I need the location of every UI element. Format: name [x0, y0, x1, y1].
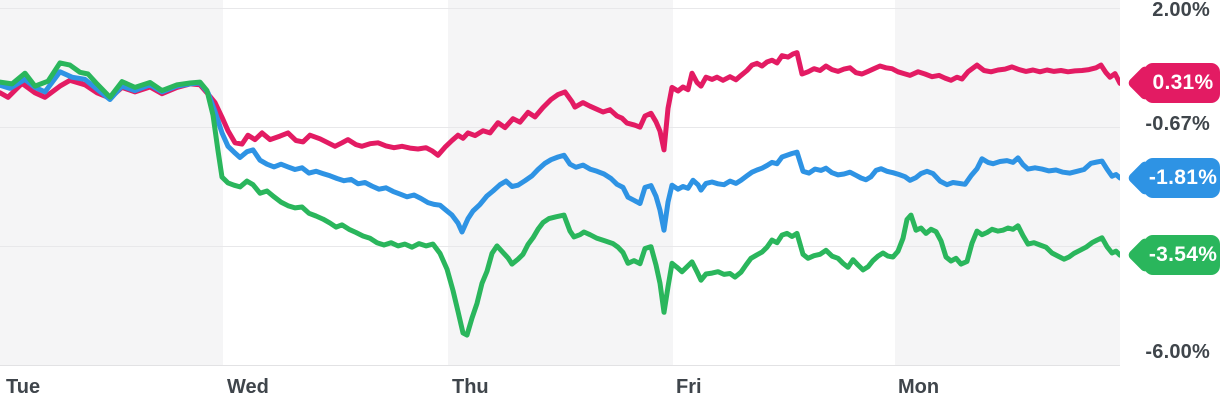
series-blue-line	[0, 69, 1120, 235]
y-tick--6.00: -6.00%	[1145, 341, 1210, 363]
day-band-mon	[895, 0, 1120, 365]
badge-value: 0.31%	[1152, 71, 1214, 94]
series-pink-line	[0, 50, 1120, 158]
x-tick-thu: Thu	[452, 376, 489, 398]
series-badge-blue: -1.81%	[1126, 158, 1220, 198]
series-badge-green: -3.54%	[1126, 235, 1220, 275]
badge-value: -3.54%	[1148, 243, 1218, 266]
badge-value: -1.81%	[1148, 166, 1218, 189]
series-green-line	[0, 60, 1120, 338]
day-band-tue	[0, 0, 223, 365]
y-tick--0.67: -0.67%	[1145, 113, 1210, 135]
badge-body	[1144, 235, 1220, 275]
x-tick-wed: Wed	[227, 376, 269, 398]
day-band-thu	[448, 0, 673, 365]
chart-plot[interactable]	[0, 0, 1120, 366]
badge-body	[1144, 158, 1220, 198]
y-tick-2.00: 2.00%	[1152, 0, 1210, 21]
series-badge-pink: 0.31%	[1126, 63, 1220, 103]
x-tick-tue: Tue	[6, 376, 41, 398]
badge-body	[1144, 63, 1220, 103]
x-tick-mon: Mon	[898, 376, 940, 398]
x-tick-fri: Fri	[676, 376, 702, 398]
chart-plot-area[interactable]	[0, 0, 1120, 366]
